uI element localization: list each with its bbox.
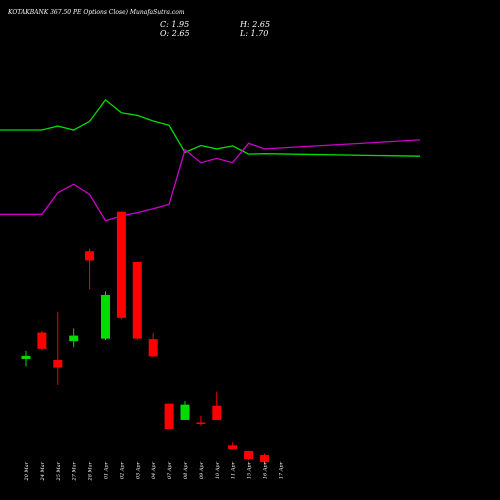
x-axis-ticks: 20 Mar 24 Mar 25 Mar 27 Mar 28 Mar 01 Apr 02 A… [24, 461, 284, 481]
candle-04-apr [148, 333, 158, 357]
candle-body [180, 404, 190, 420]
candle-body [37, 332, 47, 349]
candle-body [196, 422, 206, 424]
candle-body [21, 355, 31, 359]
candle-body [116, 211, 126, 318]
candle-body [85, 251, 95, 261]
candle-27-mar [69, 328, 79, 348]
candle-body [132, 261, 142, 339]
x-tick-label: 02 Apr [119, 461, 125, 479]
candle-body [260, 454, 269, 463]
candle-09-apr [196, 415, 206, 426]
high-value: H: 2.65 [240, 20, 271, 29]
line-series-2 [0, 139, 421, 222]
x-tick-label: 04 Apr [151, 461, 157, 479]
x-tick-label: 03 Apr [135, 461, 141, 479]
candle-body [212, 405, 222, 420]
candle-10-apr [212, 391, 222, 420]
x-tick-label: 11 Apr [231, 461, 237, 479]
candle-03-apr [132, 261, 142, 340]
candle-08-apr [180, 401, 190, 420]
candles-layer [21, 211, 269, 464]
x-tick-label: 24 Mar [40, 461, 46, 481]
x-tick-label: 10 Apr [215, 461, 221, 479]
candle-07-apr [164, 403, 174, 430]
candle-25-mar [53, 311, 63, 385]
candle-body [164, 403, 174, 430]
low-value: L: 1.70 [240, 29, 269, 38]
x-tick-label: 27 Mar [72, 461, 78, 481]
line-series-1 [0, 98, 421, 157]
candle-01-apr [101, 291, 110, 341]
x-tick-label: 25 Mar [56, 461, 62, 481]
candle-body [228, 445, 238, 450]
x-tick-label: 15 Apr [247, 461, 253, 479]
candle-28-mar [85, 248, 95, 290]
x-tick-label: 07 Apr [167, 461, 173, 479]
open-value: O: 2.65 [160, 29, 190, 38]
x-tick-label: 17 Apr [278, 461, 284, 479]
x-tick-label: 08 Apr [183, 461, 189, 479]
x-tick-label: 28 Mar [88, 461, 94, 481]
candle-15-apr [244, 450, 254, 461]
candle-11-apr [228, 442, 238, 450]
x-tick-label: 09 Apr [199, 461, 205, 479]
candle-body [53, 359, 63, 368]
candle-body [244, 450, 254, 460]
chart-title: KOTAKBANK 367.50 PE Options Close) Munaf… [8, 9, 185, 16]
x-tick-label: 20 Mar [24, 461, 30, 481]
close-value: C: 1.95 [160, 20, 190, 29]
candle-20-mar [21, 350, 31, 367]
candle-body [101, 294, 110, 339]
x-tick-label: 16 Apr [263, 461, 269, 479]
candle-24-mar [37, 331, 47, 351]
candle-body [69, 335, 79, 342]
candle-body [148, 339, 158, 357]
lines-layer [0, 98, 421, 222]
candle-16-apr [260, 453, 269, 464]
candle-02-apr [116, 211, 126, 320]
x-tick-label: 01 Apr [104, 461, 110, 479]
